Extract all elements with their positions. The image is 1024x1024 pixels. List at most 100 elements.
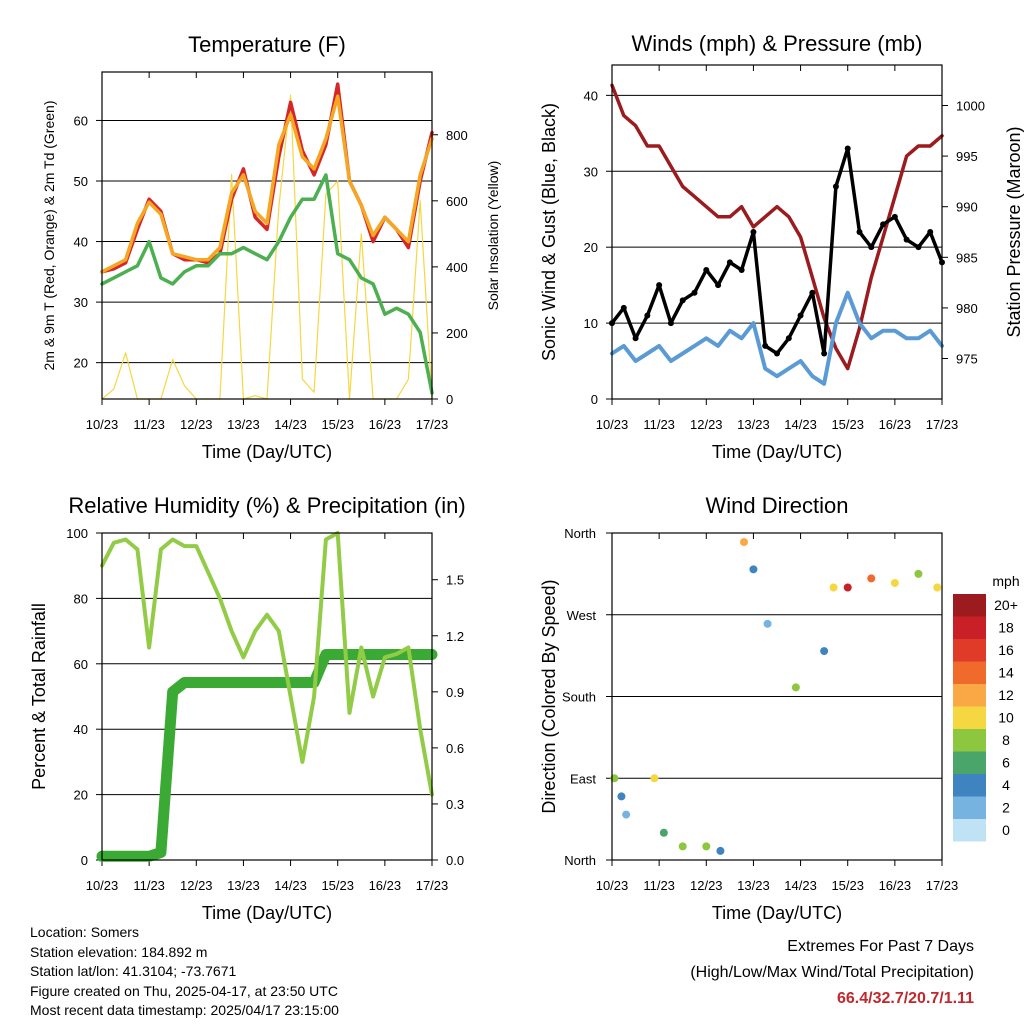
y-right-tick-label: 600	[446, 194, 468, 209]
direction-point	[763, 619, 772, 628]
gust-point	[667, 320, 674, 327]
chart-title: Winds (mph) & Pressure (mb)	[632, 31, 923, 56]
direction-point	[843, 583, 852, 592]
gust-point	[927, 229, 934, 235]
y-right-tick-label: 985	[956, 250, 978, 265]
gust-point	[915, 244, 922, 251]
x-tick-label: 12/23	[690, 417, 723, 432]
x-tick-label: 11/23	[133, 417, 165, 432]
x-tick-label: 13/23	[227, 878, 260, 893]
y-right-tick-label: 0.6	[446, 741, 464, 756]
y-right-tick-label: 200	[446, 326, 468, 341]
colorbar-swatch	[953, 819, 986, 842]
x-tick-label: 17/23	[926, 878, 959, 893]
station-info: Location: Somers Station elevation: 184.…	[30, 923, 339, 1021]
x-tick-label: 11/23	[643, 878, 675, 893]
info-created: Figure created on Thu, 2025-04-17, at 23…	[30, 982, 338, 999]
y-tick-label: 30	[584, 164, 598, 179]
gust-point	[891, 213, 898, 220]
info-elevation: Station elevation: 184.892 m	[30, 943, 208, 960]
y-tick-label: 40	[74, 722, 88, 737]
gust-point	[632, 335, 639, 342]
gust-point	[797, 312, 804, 319]
colorbar-label: 16	[998, 642, 1014, 658]
colorbar-swatch	[953, 796, 986, 819]
chart-title: Wind Direction	[705, 493, 848, 518]
gust-point	[656, 282, 663, 289]
extremes-box: Extremes For Past 7 Days (High/Low/Max W…	[690, 934, 974, 1012]
gust-point	[644, 312, 651, 319]
y-axis-label: Direction (Colored By Speed)	[539, 579, 559, 813]
y-right-tick-label: 990	[956, 200, 978, 215]
colorbar-title: mph	[992, 573, 1019, 589]
gust-point	[856, 229, 863, 235]
colorbar-swatch	[953, 774, 986, 797]
gust-point	[715, 282, 722, 289]
direction-point	[829, 583, 838, 592]
y-right-tick-label: 0	[446, 392, 453, 407]
x-axis-label: Time (Day/UTC)	[202, 442, 332, 462]
x-tick-label: 16/23	[879, 878, 912, 893]
y-tick-label: 0	[591, 392, 598, 407]
extremes-values: 66.4/32.7/20.7/1.11	[836, 990, 974, 1007]
y-right-axis-label: Solar Insolation (Yellow)	[485, 161, 501, 311]
colorbar-label: 4	[1002, 777, 1010, 793]
y-right-tick-label: 975	[956, 352, 978, 367]
gust-point	[868, 244, 875, 251]
series-relative-humidity	[100, 531, 434, 797]
y-tick-label: 50	[74, 174, 88, 189]
x-tick-label: 13/23	[227, 417, 260, 432]
x-tick-label: 12/23	[690, 878, 723, 893]
direction-point	[716, 846, 725, 855]
colorbar-swatch	[953, 639, 986, 662]
direction-point	[702, 842, 711, 851]
x-tick-label: 11/23	[133, 878, 165, 893]
x-tick-label: 12/23	[180, 878, 213, 893]
info-recent: Most recent data timestamp: 2025/04/17 2…	[30, 1002, 339, 1018]
y-tick-label: 20	[74, 788, 88, 803]
plot-frame	[101, 532, 433, 861]
y-tick-label: 80	[74, 591, 88, 606]
colorbar-swatch	[953, 751, 986, 774]
y-right-tick-label: 0.9	[446, 685, 464, 700]
x-tick-label: 10/23	[596, 417, 629, 432]
colorbar-label: 10	[998, 710, 1014, 726]
chart-panel-3: Relative Humidity (%) & Precipitation (i…	[29, 493, 466, 923]
plot-frame	[611, 532, 943, 861]
y-tick-label: 0	[81, 853, 88, 868]
series-station-pressure	[610, 83, 944, 371]
y-right-tick-label: 980	[956, 301, 978, 316]
colorbar-swatch	[953, 684, 986, 707]
gust-point	[774, 350, 780, 357]
y-tick-label: 30	[74, 295, 88, 310]
colorbar-swatch	[953, 594, 986, 617]
gust-point	[809, 289, 816, 296]
colorbar-label: 0	[1002, 822, 1010, 838]
info-location: Location: Somers	[30, 924, 139, 940]
x-tick-label: 14/23	[784, 878, 817, 893]
direction-point	[659, 828, 668, 837]
y-tick-label: 60	[74, 657, 88, 672]
x-tick-label: 15/23	[831, 417, 864, 432]
colorbar-swatch	[953, 661, 986, 684]
y-right-tick-label: 400	[446, 260, 468, 275]
colorbar-label: 18	[998, 620, 1014, 636]
x-tick-label: 17/23	[926, 417, 959, 432]
colorbar-label: 20+	[994, 597, 1018, 613]
chart-title: Temperature (F)	[188, 32, 346, 57]
direction-point	[820, 647, 829, 656]
y-right-tick-label: 1000	[956, 98, 985, 113]
y-tick-label: 10	[584, 316, 598, 331]
x-tick-label: 17/23	[416, 878, 449, 893]
direction-point	[617, 792, 626, 801]
plot-frame	[611, 64, 943, 400]
y-axis-label: Percent & Total Rainfall	[29, 603, 49, 790]
x-tick-label: 10/23	[596, 878, 629, 893]
direction-point	[791, 683, 800, 692]
extremes-subtitle: (High/Low/Max Wind/Total Precipitation)	[690, 964, 974, 981]
info-latlon: Station lat/lon: 41.3104; -73.7671	[30, 963, 237, 979]
colorbar-label: 2	[1002, 800, 1010, 816]
y-tick-label: 20	[74, 356, 88, 371]
y-tick-label: West	[567, 608, 597, 623]
